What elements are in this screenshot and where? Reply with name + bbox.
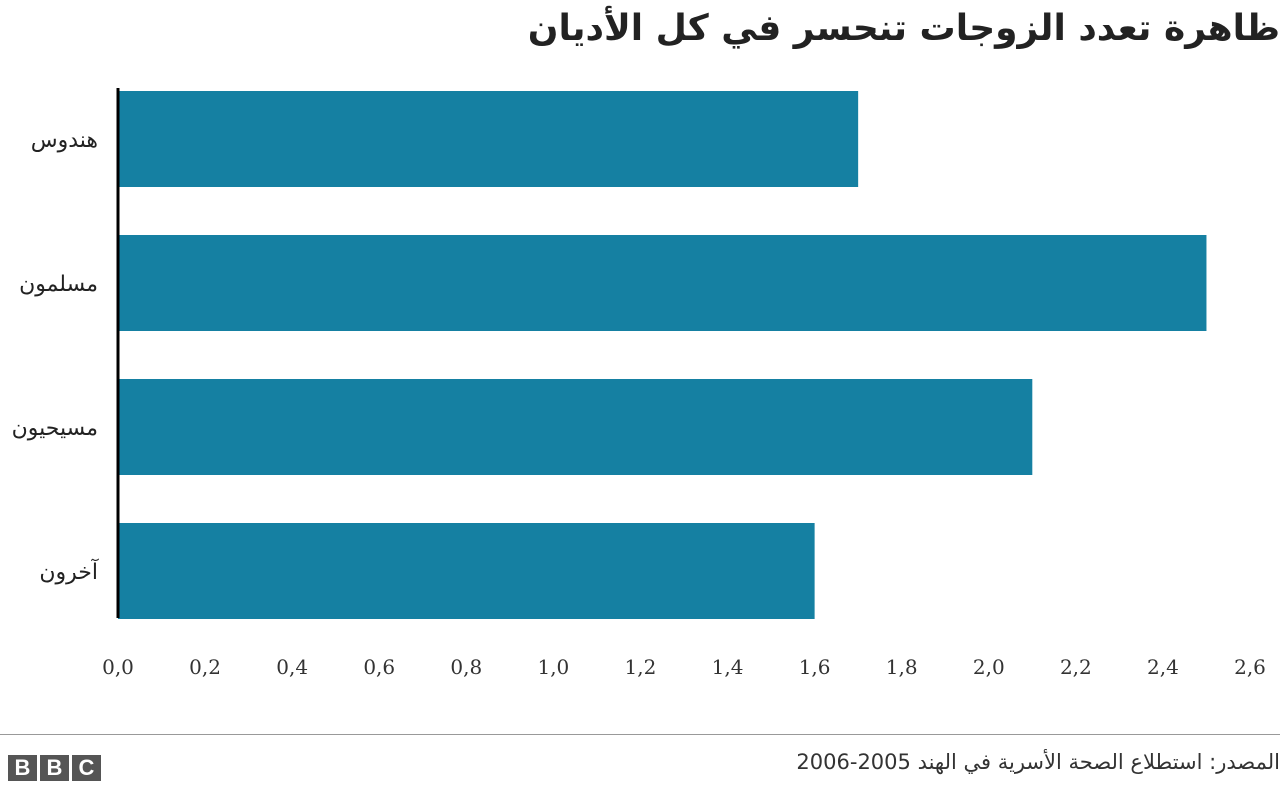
- x-tick-label: 0,2: [189, 655, 221, 679]
- x-tick-label: 1,6: [799, 655, 831, 679]
- category-label: مسيحيون: [12, 416, 98, 441]
- x-tick-label: 1,8: [886, 655, 918, 679]
- x-tick-label: 0,4: [276, 655, 308, 679]
- x-tick-label: 2,0: [973, 655, 1005, 679]
- x-tick-label: 1,4: [712, 655, 744, 679]
- category-label: مسلمون: [19, 272, 98, 297]
- logo-letter: C: [72, 755, 101, 781]
- chart-title: ظاهرة تعدد الزوجات تنحسر في كل الأديان: [527, 8, 1280, 49]
- x-tick-label: 0,0: [102, 655, 134, 679]
- bar: [118, 91, 859, 187]
- source-note: المصدر: استطلاع الصحة الأسرية في الهند 2…: [796, 750, 1280, 774]
- x-tick-label: 2,6: [1234, 655, 1266, 679]
- bar: [118, 235, 1207, 331]
- logo-letter: B: [40, 755, 69, 781]
- logo-letter: B: [8, 755, 37, 781]
- x-tick-label: 2,2: [1060, 655, 1092, 679]
- bar: [118, 379, 1033, 475]
- x-tick-label: 1,2: [625, 655, 657, 679]
- x-tick-label: 2,4: [1147, 655, 1179, 679]
- bar: [118, 523, 815, 619]
- category-label: هندوس: [31, 128, 98, 153]
- footer-divider: [0, 734, 1280, 735]
- bbc-logo: B B C: [8, 755, 101, 781]
- category-label: آخرون: [39, 558, 99, 585]
- x-tick-label: 1,0: [537, 655, 569, 679]
- bar-chart: هندوس مسلمون مسيحيون آخرون 0,0 0,2 0,4 0,6 0,8 1,…: [12, 88, 1266, 679]
- x-tick-label: 0,6: [363, 655, 395, 679]
- x-tick-label: 0,8: [450, 655, 482, 679]
